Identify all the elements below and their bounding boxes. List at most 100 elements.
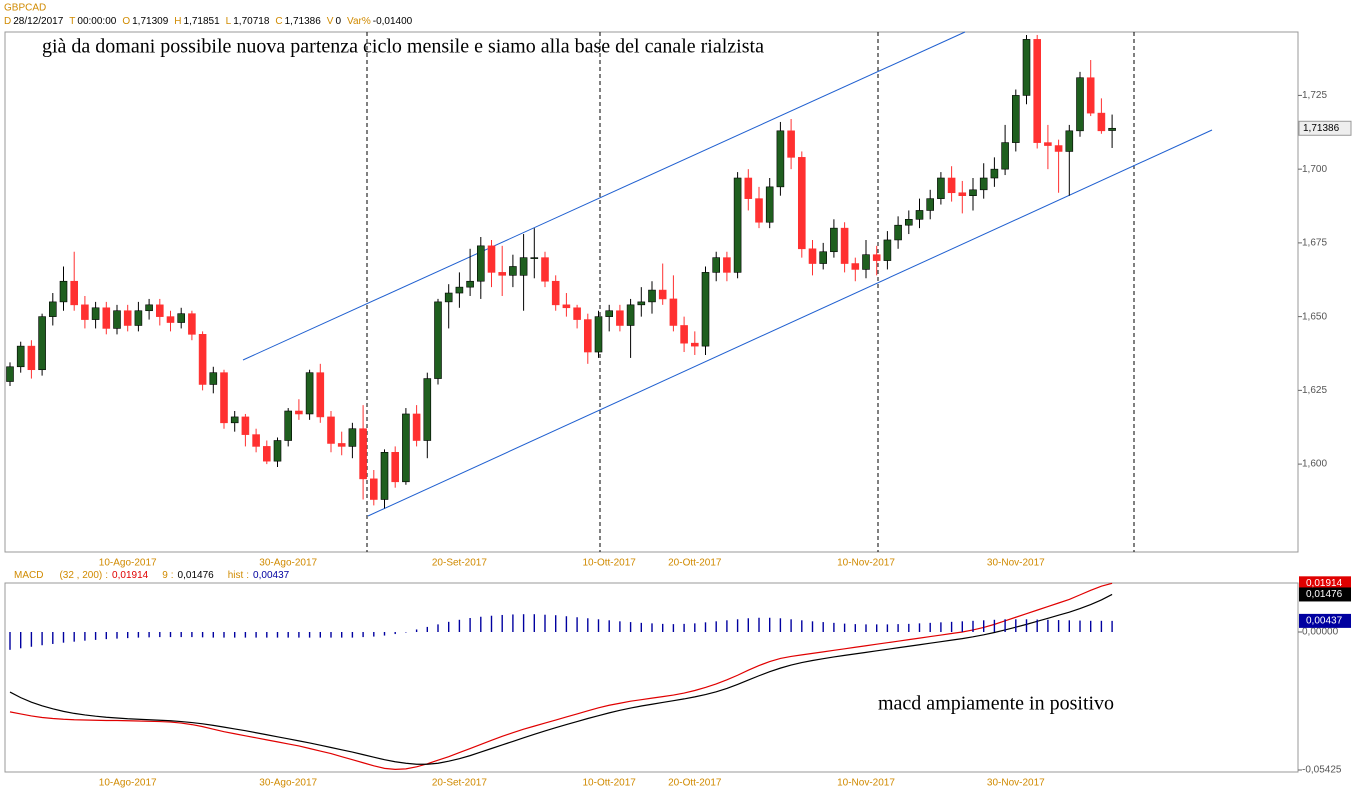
candle-body: [669, 298, 678, 326]
candle-body: [16, 345, 25, 368]
candle-body: [594, 316, 603, 353]
last-value-box: [1299, 576, 1351, 591]
candle-body: [337, 443, 346, 447]
candle-body: [59, 280, 68, 303]
candle-body: [327, 416, 335, 444]
candle-body: [947, 177, 956, 194]
candle-body: [1108, 127, 1116, 131]
annotation: macd ampiamente in positivo: [878, 693, 1114, 715]
candle-body: [1022, 39, 1031, 96]
candle-body: [872, 254, 881, 261]
candle-body: [551, 280, 560, 306]
y-tick-label: 1,650: [1302, 311, 1327, 322]
candle-body: [712, 257, 721, 273]
candle-body: [830, 227, 838, 253]
x-tick-label: 20-Set-2017: [432, 778, 487, 789]
candle-body: [316, 372, 325, 418]
candle-body: [123, 310, 132, 326]
candle-body: [498, 272, 507, 276]
last-price-label: 1,71386: [1303, 123, 1340, 134]
candle-body: [894, 224, 902, 241]
candle-body: [273, 440, 282, 462]
candle-body: [530, 257, 539, 259]
candle-body: [359, 428, 367, 480]
x-tick-label: 30-Ago-2017: [259, 778, 317, 789]
candle-body: [412, 413, 421, 441]
last-value-box: [1299, 613, 1351, 628]
header-value: -0,01400: [373, 16, 413, 27]
header-value: 0: [335, 16, 341, 27]
candle-body: [198, 334, 207, 385]
candle-body: [70, 280, 78, 306]
candle-body: [605, 310, 614, 317]
x-tick-label: 20-Set-2017: [432, 558, 487, 569]
y-tick-label: 1,700: [1302, 164, 1327, 175]
symbol: GBPCAD: [4, 3, 46, 14]
last-value-box: [1299, 587, 1351, 602]
candle-body: [851, 263, 860, 270]
candle-body: [680, 325, 688, 344]
candle-body: [177, 313, 185, 323]
candle-body: [1001, 142, 1009, 170]
last-price-box: [1298, 120, 1352, 136]
macd-header: MACD (32 , 200):0,01914 9:0,01476 hist:0,00…: [14, 570, 290, 581]
candle-body: [969, 189, 977, 196]
candle-body: [27, 345, 36, 371]
macd-line: [9, 582, 1113, 770]
channel-upper: [242, 31, 966, 361]
candle-body: [487, 245, 496, 273]
header-value: 1,71851: [184, 16, 221, 27]
y-tick-label: -0,05425: [1302, 765, 1342, 776]
candle-body: [145, 304, 153, 312]
candle-body: [166, 316, 175, 323]
candle-body: [979, 177, 988, 191]
header-key: C: [275, 16, 282, 27]
candle-body: [723, 257, 731, 273]
candle-body: [937, 177, 945, 199]
candle-body: [1044, 142, 1052, 146]
candle-body: [509, 266, 517, 276]
candle-body: [583, 319, 592, 353]
candle-body: [1076, 77, 1084, 132]
candle-body: [1065, 130, 1074, 152]
candle-body: [616, 310, 624, 326]
candle-body: [476, 245, 485, 282]
candle-body: [733, 177, 742, 273]
x-tick-label: 10-Nov-2017: [837, 778, 895, 789]
candle-body: [862, 254, 870, 270]
candle-body: [840, 227, 849, 264]
candle-body: [915, 210, 924, 220]
candle-body: [188, 313, 196, 335]
candle-body: [262, 446, 271, 462]
candle-body: [637, 301, 646, 306]
candle-body: [1033, 39, 1041, 143]
candle-body: [209, 372, 218, 385]
candle-body: [765, 186, 774, 223]
candle-body: [626, 304, 635, 326]
candle-body: [48, 301, 57, 317]
channel: [242, 31, 1213, 517]
candle-body: [102, 307, 111, 329]
header-value: 1,71386: [285, 16, 322, 27]
candle-body: [91, 307, 100, 320]
x-tick-label: 30-Ago-2017: [259, 558, 317, 569]
candle-body: [658, 289, 667, 300]
x-tick-label: 30-Nov-2017: [987, 778, 1045, 789]
header-value: 28/12/2017: [13, 16, 63, 27]
candle-body: [776, 130, 785, 188]
candle-body: [1097, 112, 1106, 132]
candle-body: [990, 168, 999, 179]
candle-body: [690, 342, 699, 347]
candle-body: [787, 130, 795, 158]
candle-body: [402, 413, 410, 483]
candle-body: [284, 410, 293, 441]
candle-body: [958, 192, 967, 196]
y-tick-label: 1,725: [1302, 90, 1327, 101]
x-tick-label: 10-Ago-2017: [99, 778, 157, 789]
candle-body: [541, 257, 549, 282]
header-key: L: [226, 16, 232, 27]
y-tick-label: 0,00000: [1302, 627, 1339, 638]
header-key: V: [327, 16, 334, 27]
candle-body: [252, 434, 260, 447]
candle-body: [305, 372, 314, 415]
